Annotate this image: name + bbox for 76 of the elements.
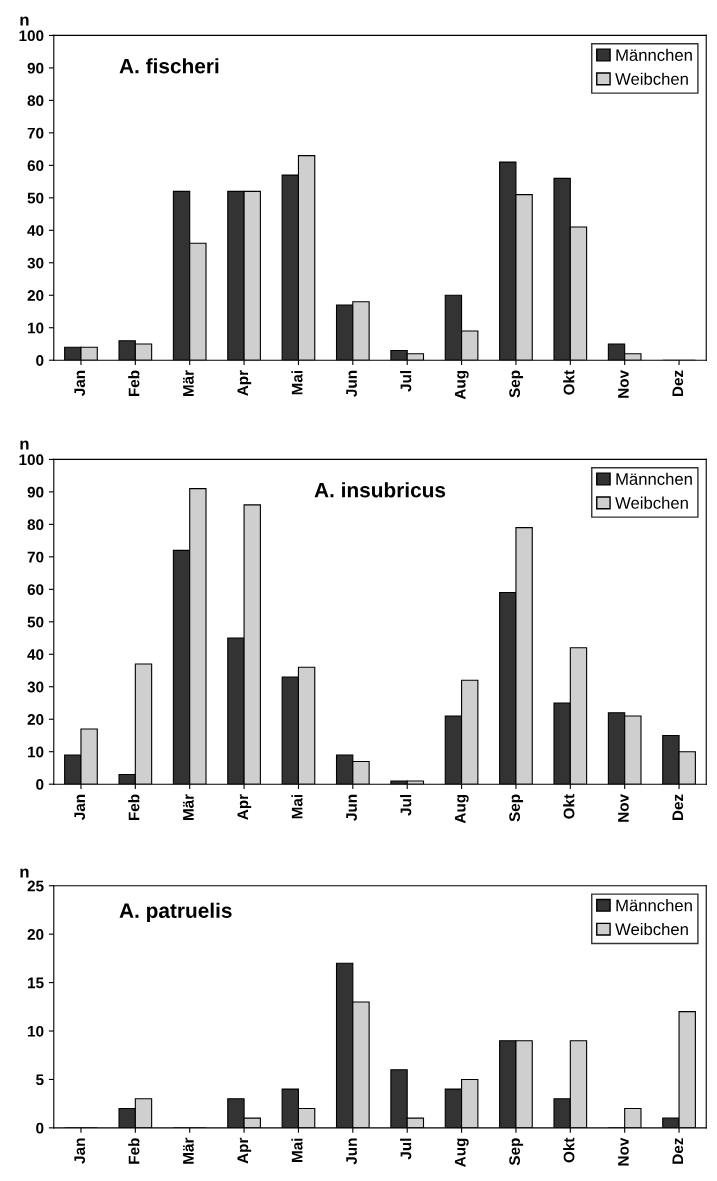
y-axis-title: n: [20, 868, 29, 878]
x-tick-label: Okt: [563, 1137, 575, 1163]
x-tick-label: Okt: [563, 370, 575, 395]
y-tick-label: 30: [27, 681, 44, 693]
x-tick-label: Nov: [618, 793, 629, 822]
x-tick-label: Nov: [618, 369, 629, 398]
y-tick-label: 90: [27, 486, 44, 498]
y-tick-label: 100: [19, 454, 44, 466]
x-tick-label: Aug: [454, 794, 469, 824]
y-tick-label: 25: [27, 880, 44, 892]
y-tick-label: 60: [27, 160, 44, 172]
legend-label: Weibchen: [615, 72, 688, 85]
x-tick-label: Mai: [291, 794, 303, 819]
legend-label: Männchen: [616, 899, 692, 912]
text: A. patruelis: [119, 902, 232, 923]
text: A. insubricus: [314, 482, 446, 498]
y-tick-label: 70: [27, 127, 44, 139]
y-tick-label: 10: [28, 1025, 44, 1037]
y-tick-label: 0: [36, 779, 44, 790]
x-tick-label: Mai: [291, 1138, 303, 1163]
y-tick-label: 40: [27, 649, 44, 660]
y-tick-label: 100: [19, 30, 44, 42]
x-tick-label: Mär: [183, 370, 194, 397]
y-axis-title: n: [20, 440, 29, 450]
y-tick-label: 20: [27, 714, 44, 725]
x-tick-label: Mär: [183, 794, 194, 821]
x-tick-label: Nov: [618, 1137, 629, 1166]
legend-label: Männchen: [616, 48, 692, 62]
y-tick-label: 15: [28, 977, 44, 989]
x-tick-label: Jun: [346, 1138, 357, 1165]
y-tick-label: 10: [28, 322, 44, 334]
legend-label: Weibchen: [615, 496, 688, 509]
x-tick-label: Jun: [346, 794, 357, 821]
y-tick-label: 90: [27, 62, 44, 74]
x-tick-label: Sep: [509, 794, 524, 822]
x-tick-label: Jul: [400, 794, 412, 816]
y-tick-label: 80: [27, 95, 44, 107]
x-tick-label: Jan: [74, 370, 86, 397]
y-tick-label: 20: [27, 290, 44, 301]
x-tick-label: Sep: [509, 370, 524, 398]
x-tick-label: Aug: [454, 1138, 469, 1167]
y-tick-label: 50: [27, 192, 44, 204]
legend-label: Männchen: [616, 472, 692, 485]
x-tick-label: Okt: [563, 794, 575, 819]
y-tick-label: 60: [27, 584, 44, 596]
x-tick-label: Jun: [346, 370, 357, 397]
x-tick-label: Apr: [237, 794, 252, 820]
text: A. fischeri: [119, 58, 219, 74]
x-tick-label: Dez: [672, 794, 684, 821]
x-tick-label: Mär: [183, 1137, 194, 1164]
y-tick-label: 5: [36, 1074, 44, 1086]
x-tick-label: Jan: [74, 794, 86, 820]
y-tick-label: 20: [27, 929, 44, 940]
x-tick-label: Apr: [237, 370, 252, 396]
y-tick-label: 50: [27, 616, 44, 628]
x-tick-label: Feb: [128, 1138, 140, 1164]
x-tick-label: Dez: [672, 1138, 684, 1164]
x-tick-label: Dez: [672, 370, 684, 397]
y-tick-label: 30: [27, 257, 44, 269]
y-tick-label: 70: [27, 551, 44, 563]
x-tick-label: Jul: [400, 371, 412, 392]
y-tick-label: 0: [36, 1122, 44, 1134]
y-tick-label: 80: [27, 519, 44, 531]
x-tick-label: Aug: [454, 370, 469, 400]
y-tick-label: 0: [36, 355, 44, 366]
y-axis-title: n: [20, 16, 29, 26]
y-tick-label: 10: [28, 746, 44, 758]
legend-label: Weibchen: [615, 922, 688, 936]
x-tick-label: Jan: [74, 1138, 86, 1164]
x-tick-label: Apr: [237, 1137, 252, 1164]
y-tick-label: 40: [27, 225, 44, 236]
x-tick-label: Mai: [291, 371, 303, 395]
x-tick-label: Jul: [400, 1138, 412, 1160]
x-tick-label: Sep: [509, 1138, 524, 1166]
x-tick-label: Feb: [128, 370, 140, 397]
x-tick-label: Feb: [128, 794, 140, 821]
